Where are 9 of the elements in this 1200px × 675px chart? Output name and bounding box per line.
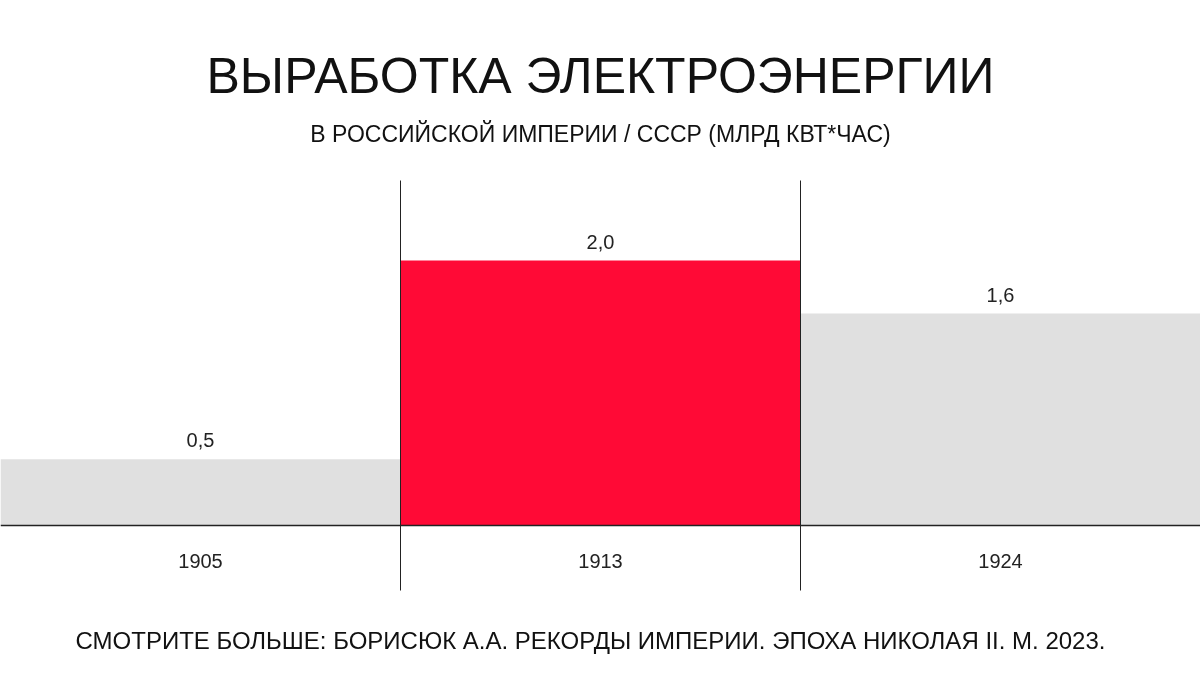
- x-tick-label: 1905: [178, 549, 223, 572]
- x-tick-label: 1924: [978, 549, 1023, 572]
- text: СМОТРИТЕ БОЛЬШЕ: БОРИСЮК А.А. РЕКОРДЫ ИМПЕРИИ. ЭПОХА НИКОЛАЯ II. М. 2023.: [75, 627, 1106, 654]
- chart-title: ВЫРАБОТКА ЭЛЕКТРОЭНЕРГИИ: [206, 47, 995, 104]
- data-label: 1,6: [986, 283, 1015, 306]
- chart-subtitle: В РОССИЙСКОЙ ИМПЕРИИ / СССР (МЛРД КВТ*ЧАС): [310, 119, 891, 147]
- x-tick-label: 1913: [578, 549, 623, 572]
- data-label: 0,5: [186, 429, 215, 452]
- data-label: 2,0: [586, 230, 615, 253]
